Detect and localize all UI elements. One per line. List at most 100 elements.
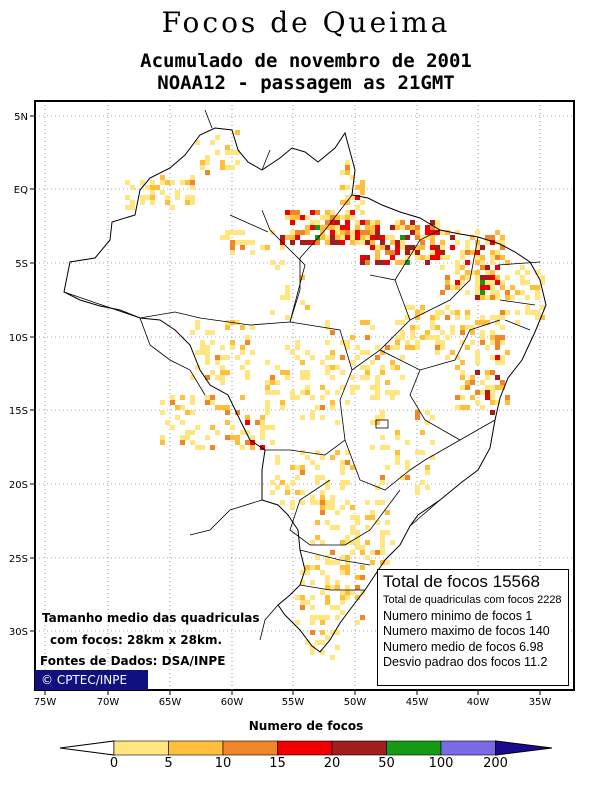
fire-cell [295,395,300,400]
fire-cell [460,325,465,330]
fire-cell [225,325,230,330]
fire-cell [375,390,380,395]
fire-cell [205,355,210,360]
stat-total-quadriculas: Total de quadriculas com focos 2228 [383,594,562,606]
fire-cell [335,585,340,590]
fire-cell [330,505,335,510]
fire-cell [460,370,465,375]
fire-cell [290,235,295,240]
fire-cell [270,310,275,315]
fire-cell [410,225,415,230]
fire-cell [430,245,435,250]
fire-cell [490,270,495,275]
fire-cell [480,380,485,385]
fire-cell [315,520,320,525]
fire-cell [395,220,400,225]
fire-cell [295,230,300,235]
fire-cell [410,245,415,250]
fire-cell [430,240,435,245]
fire-cell [305,455,310,460]
fire-cell [485,375,490,380]
fire-cell [325,520,330,525]
fire-cell [375,375,380,380]
fire-cell [435,230,440,235]
fire-cell [460,275,465,280]
fire-cell [375,485,380,490]
fire-cell [515,290,520,295]
colorbar-segment [331,740,387,756]
fire-cell [465,325,470,330]
fire-cell [420,240,425,245]
fire-cell [230,240,235,245]
fire-cell [465,380,470,385]
fire-cell [520,275,525,280]
fire-cell [315,450,320,455]
fire-cell [340,485,345,490]
fire-cell [245,240,250,245]
fire-cell [305,570,310,575]
fire-cell [350,385,355,390]
fire-cell [210,445,215,450]
fire-cell [535,295,540,300]
fire-cell [280,500,285,505]
fire-cell [290,480,295,485]
fire-cell [480,295,485,300]
fire-cell [475,250,480,255]
fire-cell [345,450,350,455]
fire-cell [330,550,335,555]
neighbour-borders [139,109,279,641]
fire-cell [325,390,330,395]
fire-cell [500,385,505,390]
fire-cell [495,340,500,345]
fire-cell [310,605,315,610]
fire-cell [475,320,480,325]
fire-cell [250,440,255,445]
graticule [30,101,574,695]
fire-cell [385,345,390,350]
fire-cell [170,205,175,210]
fire-cell [340,170,345,175]
fire-cell [375,415,380,420]
fire-cell [395,430,400,435]
fire-cell [280,370,285,375]
fire-cell [460,385,465,390]
fire-cell [470,375,475,380]
fire-cell [435,345,440,350]
fire-cell [500,335,505,340]
fire-cell [475,290,480,295]
fire-cell [490,370,495,375]
fire-cell [380,445,385,450]
fire-cell [345,225,350,230]
fire-cell [195,350,200,355]
fire-cell [490,395,495,400]
fire-cell [460,405,465,410]
fire-cell [320,540,325,545]
fire-cell [460,340,465,345]
fire-cell [335,215,340,220]
fire-cell [295,595,300,600]
fire-cell [490,400,495,405]
fire-cell [375,345,380,350]
fire-cell [345,200,350,205]
fire-cell [305,390,310,395]
fire-cell [310,210,315,215]
fire-cell [315,480,320,485]
fire-cell [345,160,350,165]
fire-cell [415,235,420,240]
fire-cell [165,180,170,185]
fire-cell [375,235,380,240]
fire-cell [395,435,400,440]
fire-cell [415,310,420,315]
fire-cell [505,260,510,265]
fire-cell [405,315,410,320]
fire-cell [535,310,540,315]
fire-cell [445,255,450,260]
fire-cell [185,430,190,435]
fire-cell [350,530,355,535]
fire-cell [285,490,290,495]
fire-cell [375,260,380,265]
fire-cell [325,485,330,490]
fire-cell [505,290,510,295]
fire-cell [380,480,385,485]
fire-cell [215,375,220,380]
